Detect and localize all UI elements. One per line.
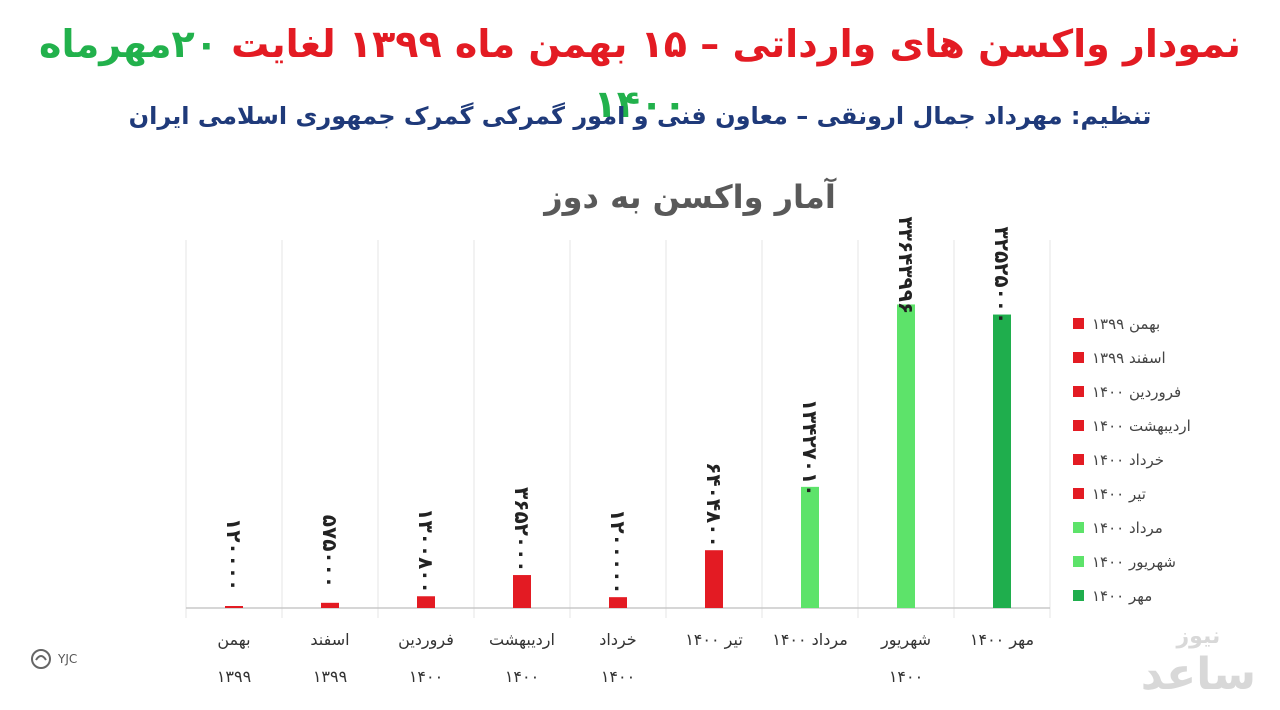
- x-tick-label: ۱۴۰۰: [505, 667, 539, 686]
- watermark-right-main: ساعد: [1140, 649, 1256, 700]
- legend-label: شهریور ۱۴۰۰: [1092, 553, 1176, 571]
- x-tick-label: ۱۳۹۹: [217, 667, 251, 686]
- legend-label: اسفند ۱۳۹۹: [1092, 349, 1166, 367]
- x-tick-label: تیر ۱۴۰۰: [685, 630, 743, 650]
- legend-label: خرداد ۱۴۰۰: [1092, 451, 1164, 469]
- data-label: ۳۳۶۴۳۹۹۶: [894, 216, 918, 314]
- data-label: ۱۲۰۰۰۰۰: [606, 509, 630, 594]
- data-label: ۱۳۰۰۸۰۰: [414, 508, 438, 593]
- data-label: ۱۲۰۰۰۰: [222, 518, 246, 591]
- chart-title: آمار واکسن به دوز: [542, 177, 837, 216]
- watermark-left: YJC: [30, 648, 77, 670]
- legend-label: مرداد ۱۴۰۰: [1092, 519, 1163, 537]
- legend-swatch: [1073, 556, 1084, 567]
- page-subtitle: تنظیم: مهرداد جمال ارونقی – معاون فنی و …: [128, 102, 1152, 130]
- x-tick-label: ۱۴۰۰: [601, 667, 635, 686]
- x-tick-label: ۱۳۹۹: [313, 667, 347, 686]
- bar: [801, 486, 819, 608]
- legend-swatch: [1073, 488, 1084, 499]
- x-tick-label: فروردین: [398, 630, 454, 650]
- x-tick-label: مهر ۱۴۰۰: [970, 630, 1034, 650]
- data-label: ۳۶۵۲۰۰۰: [510, 487, 534, 572]
- data-label: ۱۳۴۲۷۰۱۰: [798, 399, 822, 497]
- x-tick-label: ۱۴۰۰: [889, 667, 923, 686]
- legend-label: مهر ۱۴۰۰: [1092, 587, 1152, 605]
- x-tick-label: مرداد ۱۴۰۰: [772, 630, 848, 650]
- x-tick-label: ۱۴۰۰: [409, 667, 443, 686]
- legend-label: بهمن ۱۳۹۹: [1092, 315, 1160, 333]
- bar: [705, 550, 723, 608]
- bar: [321, 602, 339, 608]
- x-tick-label: اسفند: [310, 630, 349, 649]
- x-tick-label: اردیبهشت: [489, 630, 555, 650]
- watermark-left-text: YJC: [58, 652, 78, 666]
- title-end-date: ۲۰مهرماه ۱۴۰۰: [39, 22, 687, 126]
- x-tick-label: شهریور: [880, 630, 931, 650]
- watermark-right: نیوز ساعد: [1141, 624, 1256, 700]
- bar: [993, 314, 1011, 608]
- legend-label: تیر ۱۴۰۰: [1092, 485, 1146, 503]
- yjc-logo-icon: [31, 649, 51, 669]
- legend-label: اردیبهشت ۱۴۰۰: [1092, 417, 1191, 435]
- legend-label: فروردین ۱۴۰۰: [1092, 383, 1181, 401]
- x-tick-label: خرداد: [599, 630, 636, 650]
- bar: [513, 575, 531, 608]
- legend-swatch: [1073, 352, 1084, 363]
- data-label: ۳۲۵۲۵۰۰۰: [990, 227, 1014, 325]
- legend-swatch: [1073, 386, 1084, 397]
- legend-swatch: [1073, 454, 1084, 465]
- data-label: ۶۴۰۴۸۰۰: [702, 462, 726, 547]
- data-label: ۵۷۵۰۰۰: [318, 515, 342, 588]
- bar: [897, 304, 915, 608]
- page-title: نمودار واکسن های وارداتی – ۱۵ بهمن ماه ۱…: [0, 14, 1280, 134]
- legend-swatch: [1073, 420, 1084, 431]
- legend-swatch: [1073, 318, 1084, 329]
- title-main: نمودار واکسن های وارداتی – ۱۵ بهمن ماه ۱…: [217, 22, 1241, 66]
- legend-swatch: [1073, 590, 1084, 601]
- watermark-right-top: نیوز: [1176, 624, 1221, 649]
- bar: [609, 597, 627, 608]
- bar: [225, 606, 243, 608]
- x-tick-label: بهمن: [217, 630, 250, 650]
- legend-swatch: [1073, 522, 1084, 533]
- bar: [417, 596, 435, 608]
